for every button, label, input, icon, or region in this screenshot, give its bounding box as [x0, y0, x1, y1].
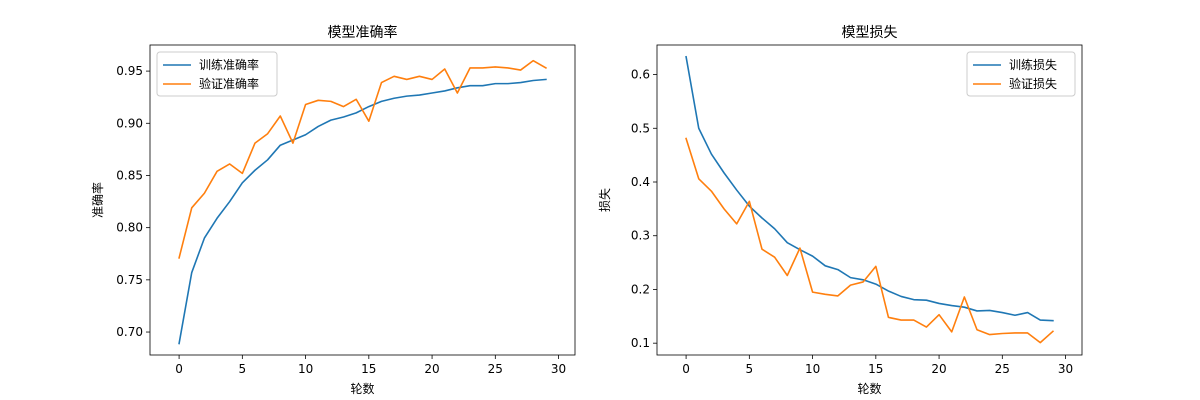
- y-axis-label: 准确率: [90, 182, 105, 218]
- x-tick-label: 30: [551, 362, 566, 376]
- x-tick-label: 15: [868, 362, 883, 376]
- y-tick-label: 0.5: [631, 121, 650, 135]
- loss-chart: 模型损失 轮数 损失 训练损失 验证损失 0 5 10 15 20 25 30 0.1 0.2 0…: [597, 25, 1083, 396]
- x-tick-label: 10: [805, 362, 820, 376]
- x-tick-label: 0: [682, 362, 690, 376]
- x-axis-label: 轮数: [857, 381, 881, 396]
- y-tick-label: 0.85: [116, 168, 143, 182]
- y-tick-label: 0.75: [116, 273, 143, 287]
- x-tick-label: 5: [239, 362, 247, 376]
- legend-entry: 训练准确率: [163, 57, 259, 72]
- y-tick-label: 0.95: [116, 64, 143, 78]
- legend-box: [156, 51, 278, 97]
- x-tick-label: 0: [175, 362, 183, 376]
- x-tick-label: 20: [931, 362, 946, 376]
- legend-entry: 验证损失: [973, 76, 1057, 91]
- y-tick-label: 0.80: [116, 221, 143, 235]
- x-tick-label: 25: [995, 362, 1010, 376]
- x-tick-label: 30: [1058, 362, 1073, 376]
- legend-label: 验证损失: [1009, 76, 1057, 91]
- accuracy-chart: 模型准确率 轮数 准确率 训练准确率 验证准确率 0 5 10 15 20 25 30 0.7…: [90, 24, 576, 396]
- x-tick-label: 15: [361, 362, 376, 376]
- y-tick-label: 0.6: [631, 68, 650, 82]
- series-line: [178, 59, 548, 259]
- legend-label: 验证准确率: [199, 76, 259, 91]
- y-tick-label: 0.70: [116, 325, 143, 339]
- chart-title: 模型准确率: [328, 24, 398, 41]
- plot-area: [150, 45, 575, 355]
- y-tick-label: 0.1: [631, 336, 650, 350]
- plot-area: [657, 45, 1082, 355]
- y-tick-label: 0.3: [631, 229, 650, 243]
- chart-title: 模型损失: [842, 25, 898, 41]
- y-axis-label: 损失: [597, 188, 612, 212]
- x-axis-label: 轮数: [350, 381, 374, 396]
- x-tick-label: 5: [746, 362, 754, 376]
- x-tick-label: 20: [424, 362, 439, 376]
- x-tick-label: 10: [298, 362, 313, 376]
- x-tick-label: 25: [488, 362, 503, 376]
- legend-entry: 验证准确率: [163, 76, 259, 91]
- legend-label: 训练损失: [1009, 57, 1057, 72]
- series-line: [685, 137, 1055, 344]
- y-tick-label: 0.90: [116, 116, 143, 130]
- axes-frame: [656, 44, 1083, 356]
- axes-frame: [149, 44, 576, 356]
- y-tick-label: 0.4: [631, 175, 650, 189]
- y-tick-label: 0.2: [631, 282, 650, 296]
- legend-box: [966, 51, 1076, 97]
- legend-label: 训练准确率: [199, 57, 259, 72]
- legend-entry: 训练损失: [973, 57, 1057, 72]
